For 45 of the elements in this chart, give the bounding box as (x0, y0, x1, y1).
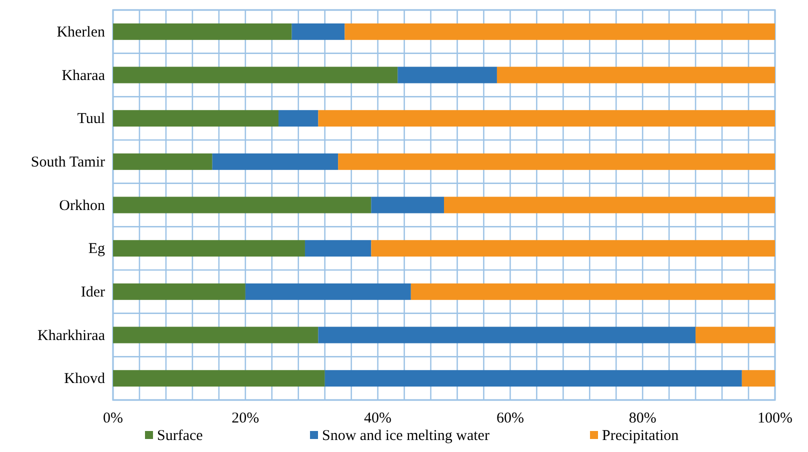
bar (318, 110, 775, 127)
bar (318, 326, 696, 344)
y-tick-label: Ider (80, 284, 105, 300)
x-tick-label: 60% (496, 410, 524, 427)
y-tick-label: Tuul (77, 111, 105, 128)
bar (496, 66, 775, 84)
bar (212, 153, 338, 170)
bar (113, 110, 278, 127)
bar (344, 23, 775, 40)
bar (304, 240, 372, 257)
bar (371, 240, 775, 257)
bar (113, 370, 325, 387)
legend-label: Surface (157, 428, 204, 444)
bar (398, 66, 497, 84)
y-tick-label: Kharaa (62, 68, 106, 84)
bar (371, 196, 444, 214)
bar (245, 283, 411, 300)
legend-label: Snow and ice melting water (322, 428, 490, 444)
bar (113, 283, 246, 300)
bar (113, 23, 292, 40)
legend-label: Precipitation (602, 428, 680, 444)
bar (113, 196, 372, 214)
bar (410, 283, 775, 300)
bar (113, 240, 305, 257)
bar (113, 66, 398, 84)
y-tick-label: Khovd (64, 371, 106, 388)
bar (324, 370, 742, 387)
y-tick-label: Orkhon (59, 198, 106, 214)
x-tick-label: 80% (628, 410, 656, 427)
bar (113, 153, 212, 170)
x-tick-label: 100% (758, 410, 792, 427)
bar (696, 326, 775, 344)
bar (113, 326, 318, 344)
bar (444, 196, 775, 214)
bar (292, 23, 345, 40)
y-tick-label: South Tamir (30, 154, 106, 170)
y-tick-label: Eg (88, 241, 106, 258)
y-tick-label: Kharkhiraa (38, 328, 106, 344)
x-tick-label: 0% (103, 410, 123, 427)
bar (278, 110, 318, 127)
bar (338, 153, 775, 170)
x-tick-label: 20% (232, 410, 260, 427)
y-tick-label: Kherlen (56, 24, 106, 40)
x-tick-label: 40% (364, 410, 392, 427)
bar (742, 370, 775, 387)
